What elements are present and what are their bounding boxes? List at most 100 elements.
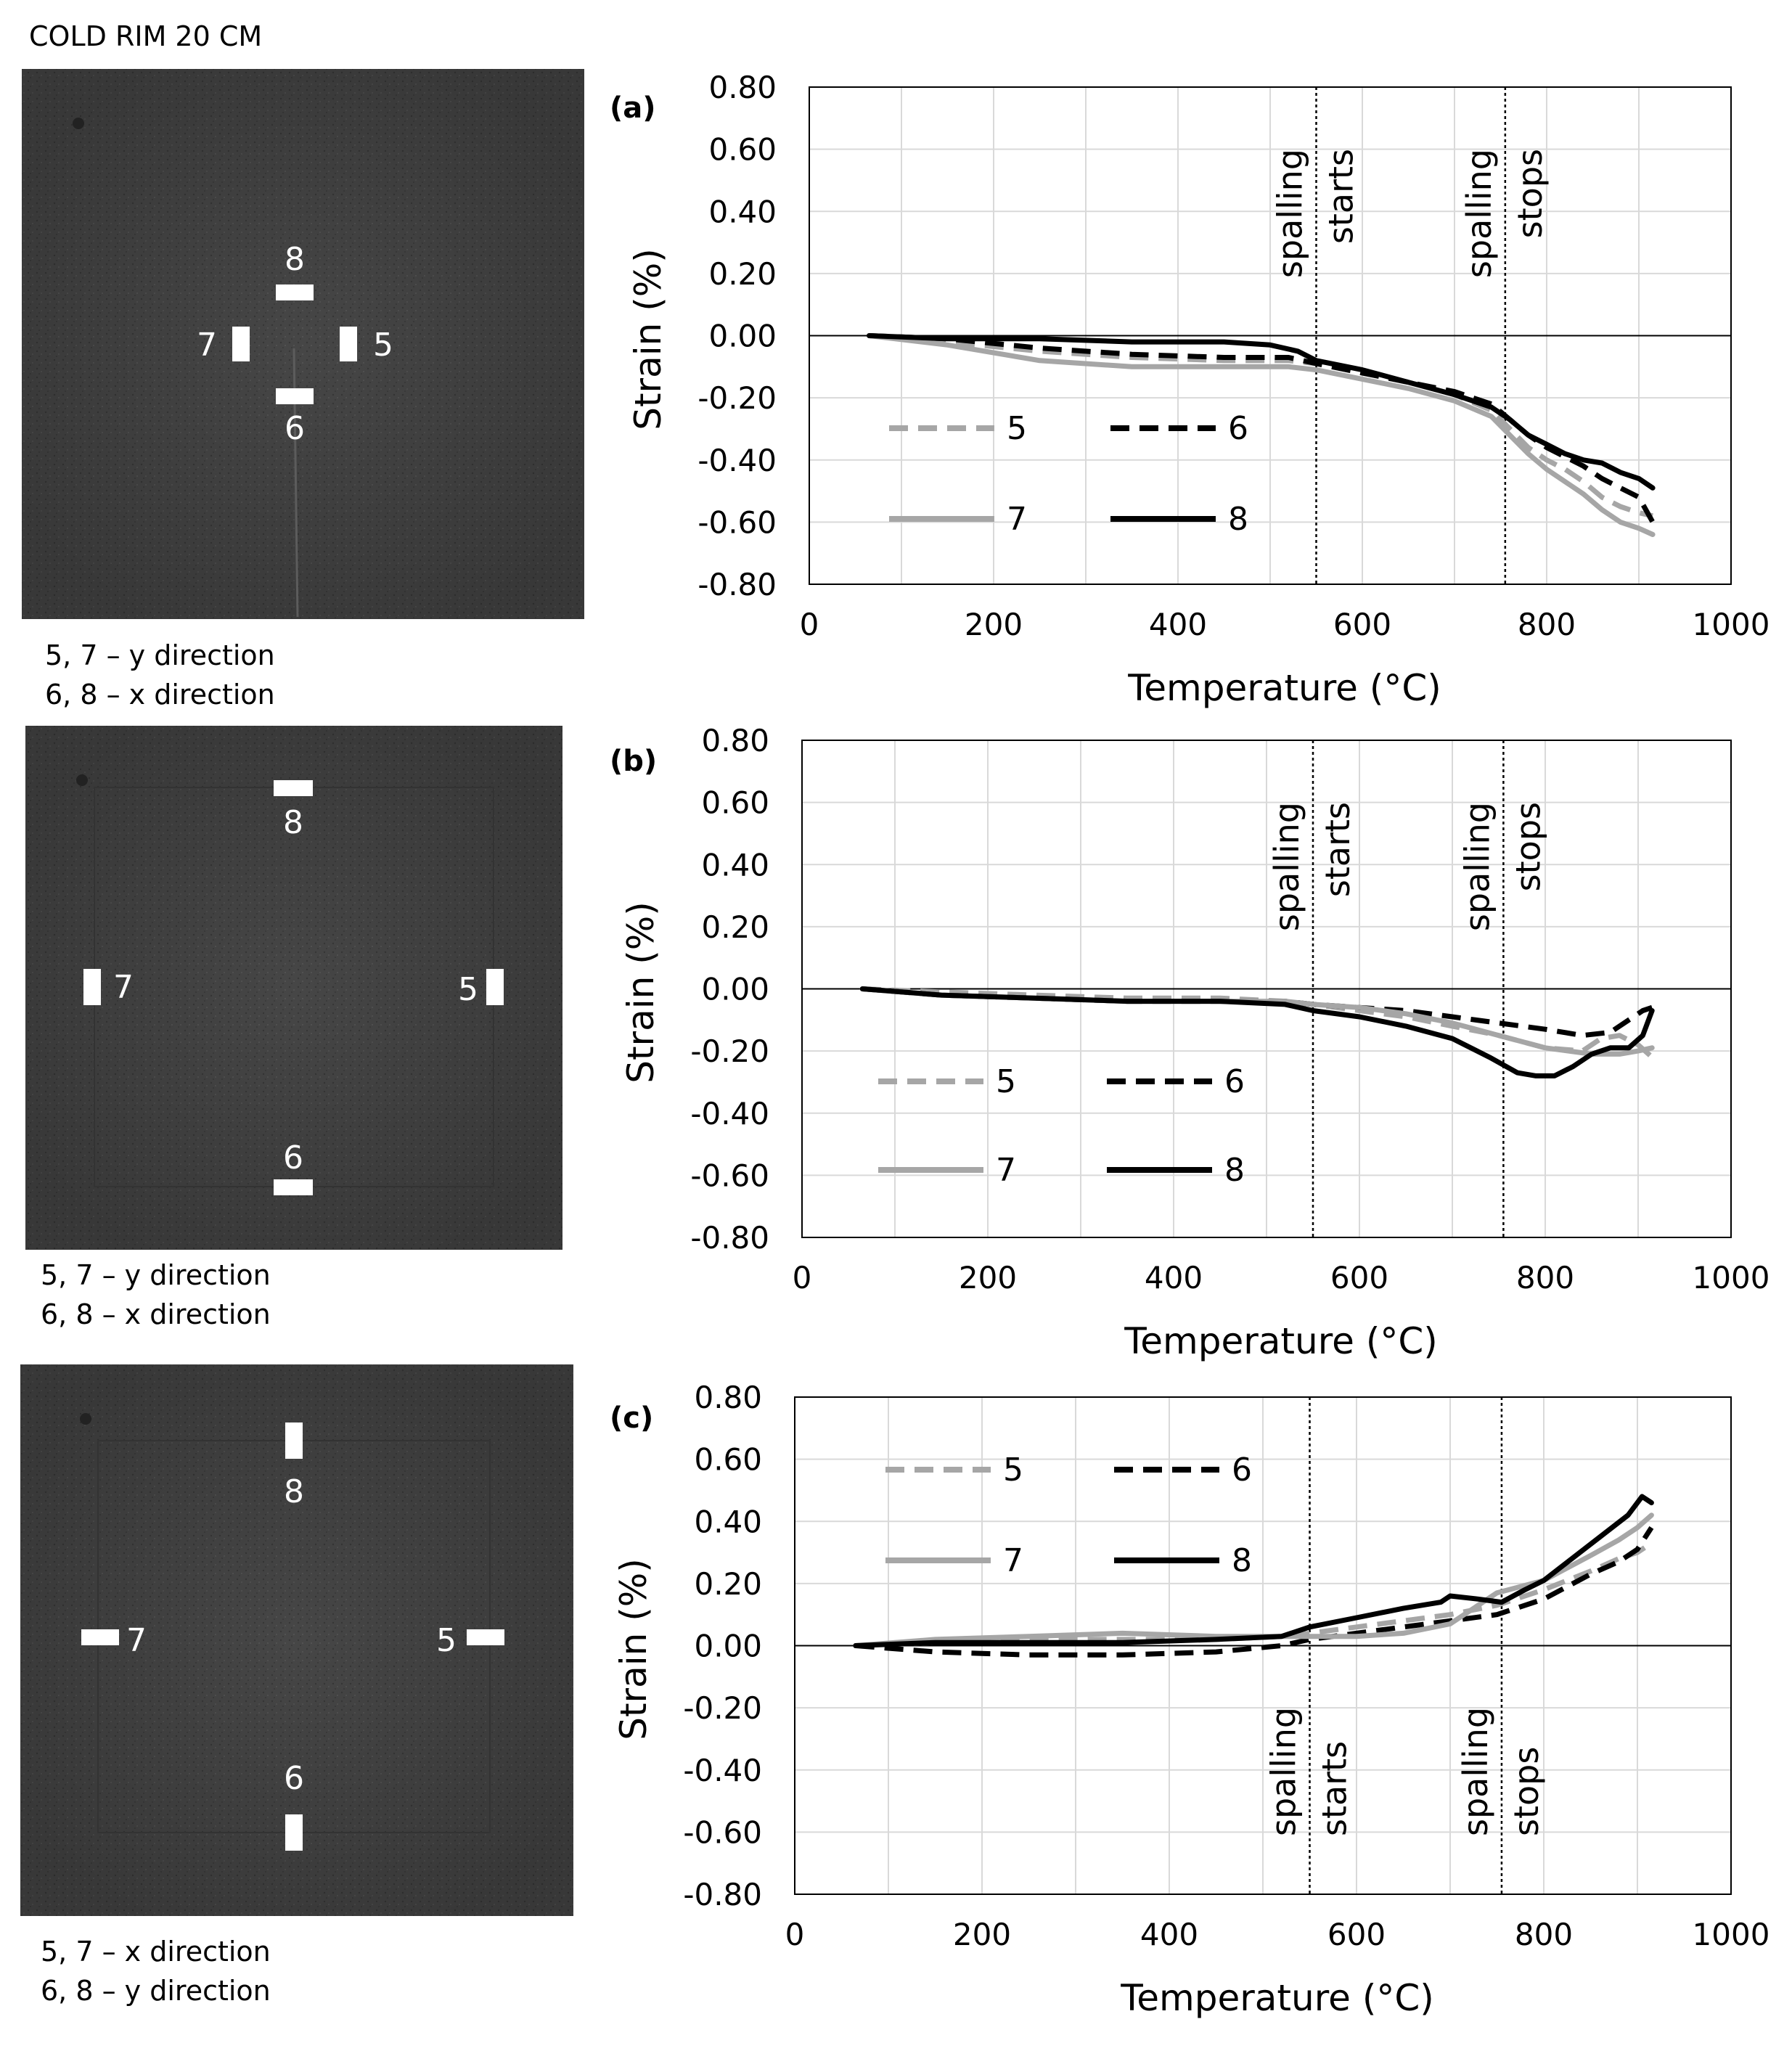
panel-label: (c) — [610, 1401, 653, 1435]
spalling-marker-label: spalling — [1456, 1707, 1495, 1836]
gauge-label-5: 5 — [458, 971, 478, 1008]
y-tick-label: 0.00 — [708, 319, 777, 354]
x-tick-label: 400 — [1149, 607, 1207, 642]
gauge-7 — [83, 969, 101, 1005]
chart-a: 0.80 0.60 0.40 0.20 0.00 -0.20 -0.40 -0.60 -0.80… — [610, 70, 1770, 709]
gauge-label-7: 7 — [197, 327, 217, 364]
gauge-5 — [486, 969, 504, 1005]
series-line-8 — [859, 986, 1655, 1078]
legend-label-5: 5 — [996, 1063, 1016, 1100]
x-tick-label: 400 — [1140, 1917, 1198, 1952]
x-tick-label: 600 — [1333, 607, 1391, 642]
series-line-8 — [853, 1494, 1654, 1648]
legend-label-7: 7 — [1003, 1542, 1023, 1579]
legend-label-8: 8 — [1228, 501, 1248, 538]
x-tick-label: 200 — [953, 1917, 1011, 1952]
caption-c-line-1: 5, 7 – x direction — [41, 1936, 271, 1968]
y-tick-label: 0.20 — [708, 256, 777, 292]
gauge-7 — [81, 1629, 119, 1645]
y-tick-label: 0.60 — [708, 132, 777, 168]
y-tick-label: 0.00 — [701, 972, 769, 1007]
y-tick-label: -0.40 — [697, 443, 777, 478]
x-axis-title: Temperature (°C) — [1127, 667, 1441, 709]
gauge-label-8: 8 — [283, 804, 303, 841]
y-axis-title: Strain (%) — [627, 248, 669, 430]
x-tick-label: 1000 — [1693, 607, 1770, 642]
legend-label-7: 7 — [996, 1152, 1016, 1189]
y-tick-label: 0.20 — [694, 1566, 762, 1602]
legend-label-8: 8 — [1232, 1542, 1252, 1579]
x-tick-label: 800 — [1515, 1917, 1573, 1952]
y-tick-label: 0.40 — [701, 847, 769, 883]
gauge-label-8: 8 — [284, 1473, 304, 1510]
y-tick-label: -0.80 — [683, 1877, 762, 1912]
legend-label-6: 6 — [1232, 1452, 1252, 1489]
y-tick-label: 0.00 — [694, 1629, 762, 1664]
y-tick-label: -0.60 — [697, 504, 777, 540]
spalling-marker-label: stops — [1507, 1747, 1546, 1836]
panel-label: (a) — [610, 91, 656, 125]
panel-label: (b) — [610, 745, 657, 778]
gauge-5 — [467, 1629, 504, 1645]
gauge-7 — [232, 327, 250, 361]
spalling-marker-label: stops — [1508, 802, 1547, 891]
photo-area: 8 7 5 6 8 7 5 6 8 7 5 6 — [20, 69, 584, 1916]
y-tick-label: 0.40 — [694, 1504, 762, 1539]
specimen-photo-b: 8 7 5 6 — [25, 726, 562, 1250]
series-line-6 — [869, 333, 1656, 524]
x-tick-label: 600 — [1327, 1917, 1386, 1952]
caption-a: 5, 7 – y direction 6, 8 – x direction — [45, 636, 275, 714]
x-tick-label: 1000 — [1693, 1260, 1770, 1295]
legend-label-5: 5 — [1003, 1452, 1023, 1489]
y-tick-label: -0.40 — [683, 1753, 762, 1788]
spalling-marker-label: spalling — [1264, 1707, 1304, 1836]
x-tick-label: 800 — [1518, 607, 1576, 642]
caption-b-line-1: 5, 7 – y direction — [41, 1259, 271, 1291]
y-axis-title: Strain (%) — [613, 1558, 655, 1740]
x-tick-label: 200 — [965, 607, 1023, 642]
specimen-photo-c: 8 7 5 6 — [20, 1364, 573, 1916]
x-axis-title: Temperature (°C) — [1124, 1320, 1438, 1362]
y-tick-label: 0.20 — [701, 909, 769, 945]
gauge-6 — [276, 388, 314, 404]
legend-label-8: 8 — [1224, 1152, 1245, 1189]
chart-c: 0.80 0.60 0.40 0.20 0.00 -0.20 -0.40 -0.60 -0.80… — [610, 1380, 1770, 2019]
spalling-marker-label: spalling — [1460, 149, 1499, 278]
spalling-marker-label: starts — [1318, 802, 1357, 897]
specimen-photo-a: 8 7 5 6 — [22, 69, 584, 619]
gauge-6 — [285, 1814, 303, 1851]
gauge-8 — [276, 284, 314, 300]
caption-c-line-2: 6, 8 – y direction — [41, 1975, 271, 2007]
series-line-8 — [867, 333, 1656, 491]
chart-b: 0.80 0.60 0.40 0.20 0.00 -0.20 -0.40 -0.60 -0.80… — [610, 723, 1770, 1362]
spalling-marker-label: starts — [1315, 1741, 1354, 1836]
y-tick-label: 0.80 — [694, 1380, 762, 1415]
spalling-marker-label: spalling — [1457, 802, 1497, 931]
spalling-marker-label: spalling — [1271, 149, 1310, 278]
caption-a-line-2: 6, 8 – x direction — [45, 679, 275, 711]
y-tick-label: -0.20 — [697, 380, 777, 416]
caption-b: 5, 7 – y direction 6, 8 – x direction — [41, 1256, 271, 1334]
spalling-marker-label: stops — [1510, 149, 1550, 238]
legend-label-5: 5 — [1007, 410, 1027, 447]
gauge-label-6: 6 — [285, 410, 305, 447]
gauge-label-5: 5 — [373, 327, 393, 364]
gauge-label-5: 5 — [436, 1622, 457, 1659]
series-line-5 — [862, 986, 1654, 1060]
series-line-7 — [853, 1512, 1654, 1648]
gauge-label-6: 6 — [283, 1139, 303, 1176]
x-tick-label: 0 — [793, 1260, 812, 1295]
series-line-5 — [855, 1541, 1653, 1648]
y-tick-label: -0.60 — [690, 1158, 769, 1193]
y-tick-label: -0.20 — [683, 1690, 762, 1726]
series-line-7 — [867, 333, 1656, 537]
y-tick-label: 0.60 — [701, 785, 769, 821]
x-tick-label: 600 — [1330, 1260, 1388, 1295]
gauge-label-7: 7 — [113, 969, 134, 1006]
y-tick-label: -0.60 — [683, 1814, 762, 1850]
caption-b-line-2: 6, 8 – x direction — [41, 1298, 271, 1330]
y-tick-label: -0.40 — [690, 1096, 769, 1131]
gauge-6 — [274, 1179, 313, 1195]
y-tick-label: 0.40 — [708, 194, 777, 229]
